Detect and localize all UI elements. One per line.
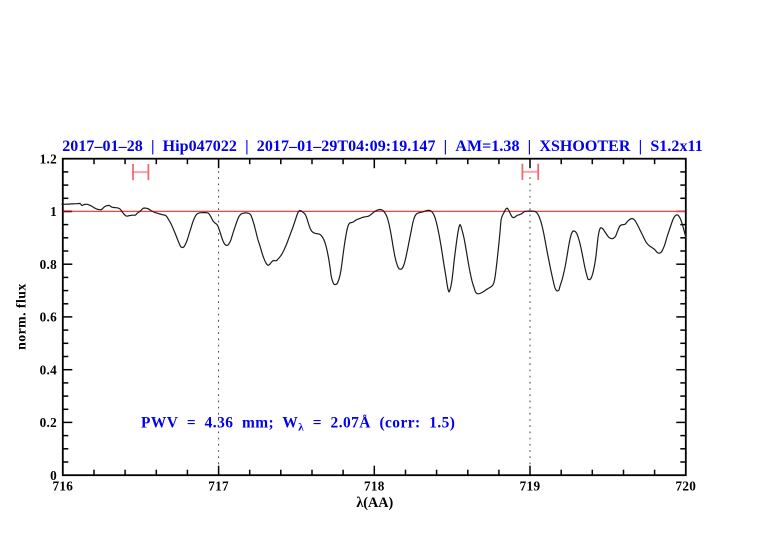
svg-text:2017–01–28 | Hip047022 | 2: 2017–01–28 | Hip047022 | 2017–01–29T04:0… bbox=[62, 138, 703, 155]
svg-text:717: 717 bbox=[208, 478, 229, 493]
svg-text:0: 0 bbox=[50, 468, 57, 483]
svg-text:λ(AA): λ(AA) bbox=[356, 495, 393, 511]
svg-text:718: 718 bbox=[364, 478, 385, 493]
svg-text:1: 1 bbox=[50, 204, 57, 219]
svg-text:0.6: 0.6 bbox=[40, 310, 57, 325]
svg-text:0.4: 0.4 bbox=[40, 362, 57, 377]
svg-text:PWV = 4.36 mm; Wλ = 2.07: PWV = 4.36 mm; Wλ = 2.07Å (corr: 1.5) bbox=[141, 414, 455, 433]
svg-text:719: 719 bbox=[520, 478, 541, 493]
svg-text:norm. flux: norm. flux bbox=[13, 283, 28, 350]
svg-text:716: 716 bbox=[52, 478, 73, 493]
svg-text:0.8: 0.8 bbox=[40, 257, 57, 272]
svg-text:1.2: 1.2 bbox=[40, 151, 57, 166]
svg-text:720: 720 bbox=[675, 478, 696, 493]
svg-text:0.2: 0.2 bbox=[40, 415, 57, 430]
